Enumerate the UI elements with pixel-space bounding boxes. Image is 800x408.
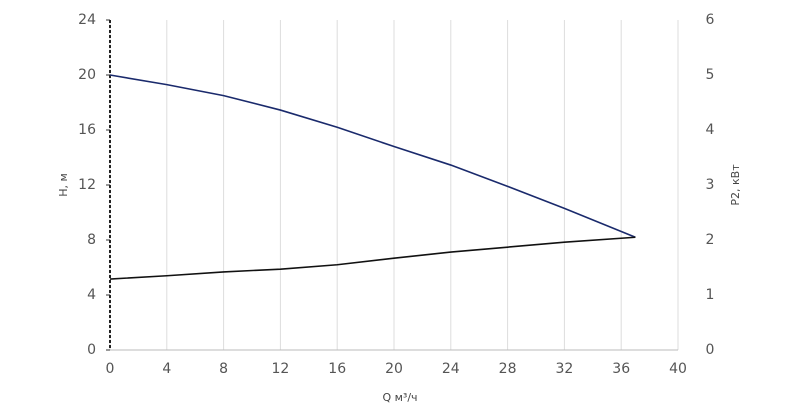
x-tick-label: 28 [499, 361, 517, 377]
x-tick-label: 40 [669, 361, 687, 377]
y-tick-label: 8 [87, 232, 96, 248]
x-tick-label: 12 [271, 361, 289, 377]
x-tick-label: 36 [612, 361, 630, 377]
y-tick-label: 16 [78, 122, 96, 138]
y-tick-label: 24 [78, 12, 96, 28]
y-tick-label: 20 [78, 67, 96, 83]
y2-tick-label: 6 [706, 12, 715, 28]
y2-axis-label: P2, кВт [729, 164, 742, 206]
x-tick-label: 4 [162, 361, 171, 377]
y2-tick-label: 5 [706, 67, 715, 83]
y2-tick-label: 4 [706, 122, 715, 138]
x-tick-label: 0 [106, 361, 115, 377]
x-tick-label: 16 [328, 361, 346, 377]
x-tick-label: 24 [442, 361, 460, 377]
x-axis-label: Q м³/ч [382, 391, 417, 404]
x-tick-label: 8 [219, 361, 228, 377]
x-tick-label: 20 [385, 361, 403, 377]
y-tick-label: 0 [87, 342, 96, 358]
series-line [109, 236, 636, 280]
y-tick-label: 4 [87, 287, 96, 303]
y2-tick-label: 0 [706, 342, 715, 358]
series-line [109, 74, 636, 238]
y2-tick-label: 2 [706, 232, 715, 248]
y-tick-label: 12 [78, 177, 96, 193]
y2-tick-label: 3 [706, 177, 715, 193]
y2-tick-label: 1 [706, 287, 715, 303]
x-tick-label: 32 [555, 361, 573, 377]
y-axis-label: H, м [57, 173, 70, 197]
